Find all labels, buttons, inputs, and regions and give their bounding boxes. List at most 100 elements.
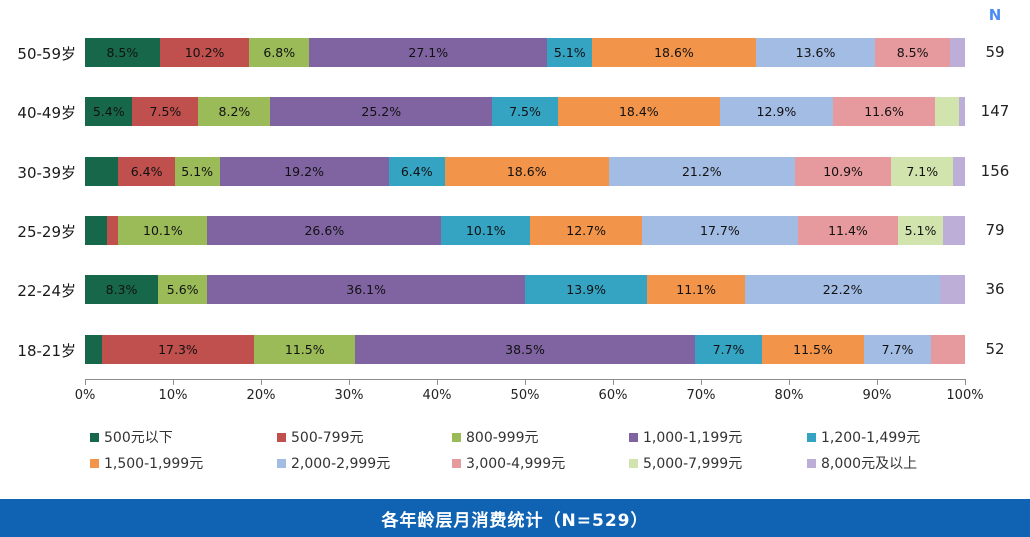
legend-label: 1,500-1,999元	[104, 456, 204, 472]
bar-segment: 10.1%	[441, 215, 531, 245]
bar-segment: 38.5%	[355, 334, 695, 364]
bar-segment: 36.1%	[207, 275, 525, 305]
x-axis-tick-label: 70%	[686, 388, 716, 403]
bar-segment: 11.5%	[254, 334, 356, 364]
bar-segment	[949, 38, 965, 67]
bar-segment: 22.2%	[744, 275, 941, 305]
n-value: 59	[985, 43, 1005, 61]
segment-value-label: 7.1%	[906, 163, 939, 179]
bar-segment: 5.1%	[547, 38, 593, 67]
bar-segment: 17.3%	[101, 334, 255, 364]
bar-segment	[940, 275, 965, 305]
legend-item: 3,000-4,999元	[452, 450, 629, 476]
bar-segment: 7.5%	[132, 97, 199, 127]
segment-value-label: 13.6%	[795, 45, 836, 60]
segment-value-label: 17.3%	[158, 341, 198, 357]
segment-value-label: 6.8%	[263, 45, 296, 60]
legend-label: 5,000-7,999元	[643, 456, 743, 472]
segment-value-label: 10.1%	[143, 222, 183, 238]
legend-swatch	[807, 432, 816, 442]
bar-segment: 13.9%	[524, 275, 648, 305]
bar-segment: 11.1%	[647, 275, 745, 305]
bar-segment: 10.2%	[159, 38, 250, 67]
segment-value-label: 7.7%	[881, 341, 914, 357]
bar-segment	[958, 97, 965, 127]
legend-swatch	[629, 432, 638, 442]
segment-value-label: 26.6%	[304, 222, 345, 238]
x-axis-tick	[349, 380, 350, 385]
legend-swatch	[90, 432, 99, 442]
bar-segment: 26.6%	[207, 215, 442, 245]
segment-value-label: 11.5%	[284, 341, 325, 357]
bar-segment: 13.6%	[755, 38, 876, 67]
x-axis-tick	[525, 380, 526, 385]
bar-segment: 10.9%	[795, 156, 892, 186]
bar-segment	[107, 215, 119, 245]
bar-segment: 6.8%	[249, 38, 310, 67]
segment-value-label: 5.1%	[553, 45, 586, 60]
bar-segment	[85, 156, 119, 186]
segment-value-label: 5.1%	[904, 222, 937, 238]
bar-segment: 17.7%	[642, 215, 798, 245]
legend-label: 2,000-2,999元	[291, 456, 391, 472]
segment-value-label: 38.5%	[505, 341, 545, 357]
bar-segment: 8.5%	[875, 38, 950, 67]
x-axis-tick	[437, 380, 438, 385]
bar-segment: 18.6%	[444, 156, 609, 186]
bar-segment: 18.6%	[592, 38, 756, 67]
segment-value-label: 6.4%	[400, 163, 433, 179]
segment-value-label: 13.9%	[566, 282, 606, 298]
bar-track: 17.3% 11.5% 38.5% 7.7% 11.5% 7.7%	[85, 334, 965, 364]
bar-segment: 11.6%	[833, 97, 936, 127]
segment-value-label: 22.2%	[822, 282, 863, 298]
segment-value-label: 5.6%	[166, 282, 199, 298]
segment-value-label: 7.7%	[712, 341, 745, 357]
bar-segment: 8.3%	[85, 275, 159, 305]
x-axis-tick	[613, 380, 614, 385]
n-value: 147	[980, 102, 1010, 121]
legend-item: 2,000-2,999元	[277, 450, 452, 476]
segment-value-label: 19.2%	[284, 163, 324, 179]
category-label: 50-59岁	[17, 45, 76, 63]
segment-value-label: 18.6%	[506, 163, 547, 179]
bar-segment: 11.5%	[762, 334, 864, 364]
category-label: 40-49岁	[17, 104, 76, 123]
legend-item: 1,000-1,199元	[629, 424, 807, 450]
segment-value-label: 11.1%	[676, 282, 716, 298]
legend-swatch	[807, 458, 816, 468]
segment-value-label: 11.4%	[828, 222, 868, 238]
legend-item: 1,500-1,999元	[90, 450, 277, 476]
segment-value-label: 12.9%	[756, 104, 797, 120]
legend-item: 8,000元及以上	[807, 450, 1010, 476]
segment-value-label: 18.4%	[618, 104, 659, 120]
bar-segment: 12.9%	[719, 97, 834, 127]
legend-label: 3,000-4,999元	[466, 456, 566, 472]
legend-item: 1,200-1,499元	[807, 424, 1010, 450]
bar-segment: 7.7%	[694, 334, 763, 364]
segment-value-label: 7.5%	[509, 104, 541, 120]
title-bar: 各年龄层月消费统计（N=529）	[0, 499, 1030, 537]
legend-swatch	[277, 458, 286, 468]
legend-swatch	[452, 432, 461, 442]
segment-value-label: 10.2%	[184, 45, 225, 60]
n-value: 52	[985, 339, 1005, 358]
legend-swatch	[277, 432, 286, 442]
bar-segment: 5.1%	[174, 156, 220, 186]
segment-value-label: 5.1%	[181, 163, 214, 179]
bar-track: 5.4% 7.5% 8.2% 25.2% 7.5% 18.4% 12.9% 11.6%	[85, 97, 965, 127]
segment-value-label: 7.5%	[149, 104, 182, 120]
legend-item: 500-799元	[277, 424, 452, 450]
category-label: 22-24岁	[17, 282, 76, 301]
bar-segment	[85, 334, 102, 364]
segment-value-label: 11.5%	[793, 341, 833, 357]
bar-segment: 18.4%	[557, 97, 720, 127]
chart-row: 25-29岁 10.1% 26.6% 10.1% 12.7% 17.7% 11.4% 5.1%…	[0, 215, 1030, 245]
x-axis-tick-label: 0%	[74, 388, 96, 403]
chart-row: 22-24岁 8.3% 5.6% 36.1% 13.9% 11.1% 22.2% 36	[0, 275, 1030, 305]
bar-track: 10.1% 26.6% 10.1% 12.7% 17.7% 11.4% 5.1%	[85, 215, 965, 245]
x-axis-tick-label: 30%	[334, 388, 364, 403]
segment-value-label: 8.2%	[218, 104, 251, 120]
bar-segment: 21.2%	[608, 156, 796, 186]
n-value: 79	[985, 220, 1005, 239]
chart-row: 30-39岁 6.4% 5.1% 19.2% 6.4% 18.6% 21.2% 10.9% 7.…	[0, 156, 1030, 186]
